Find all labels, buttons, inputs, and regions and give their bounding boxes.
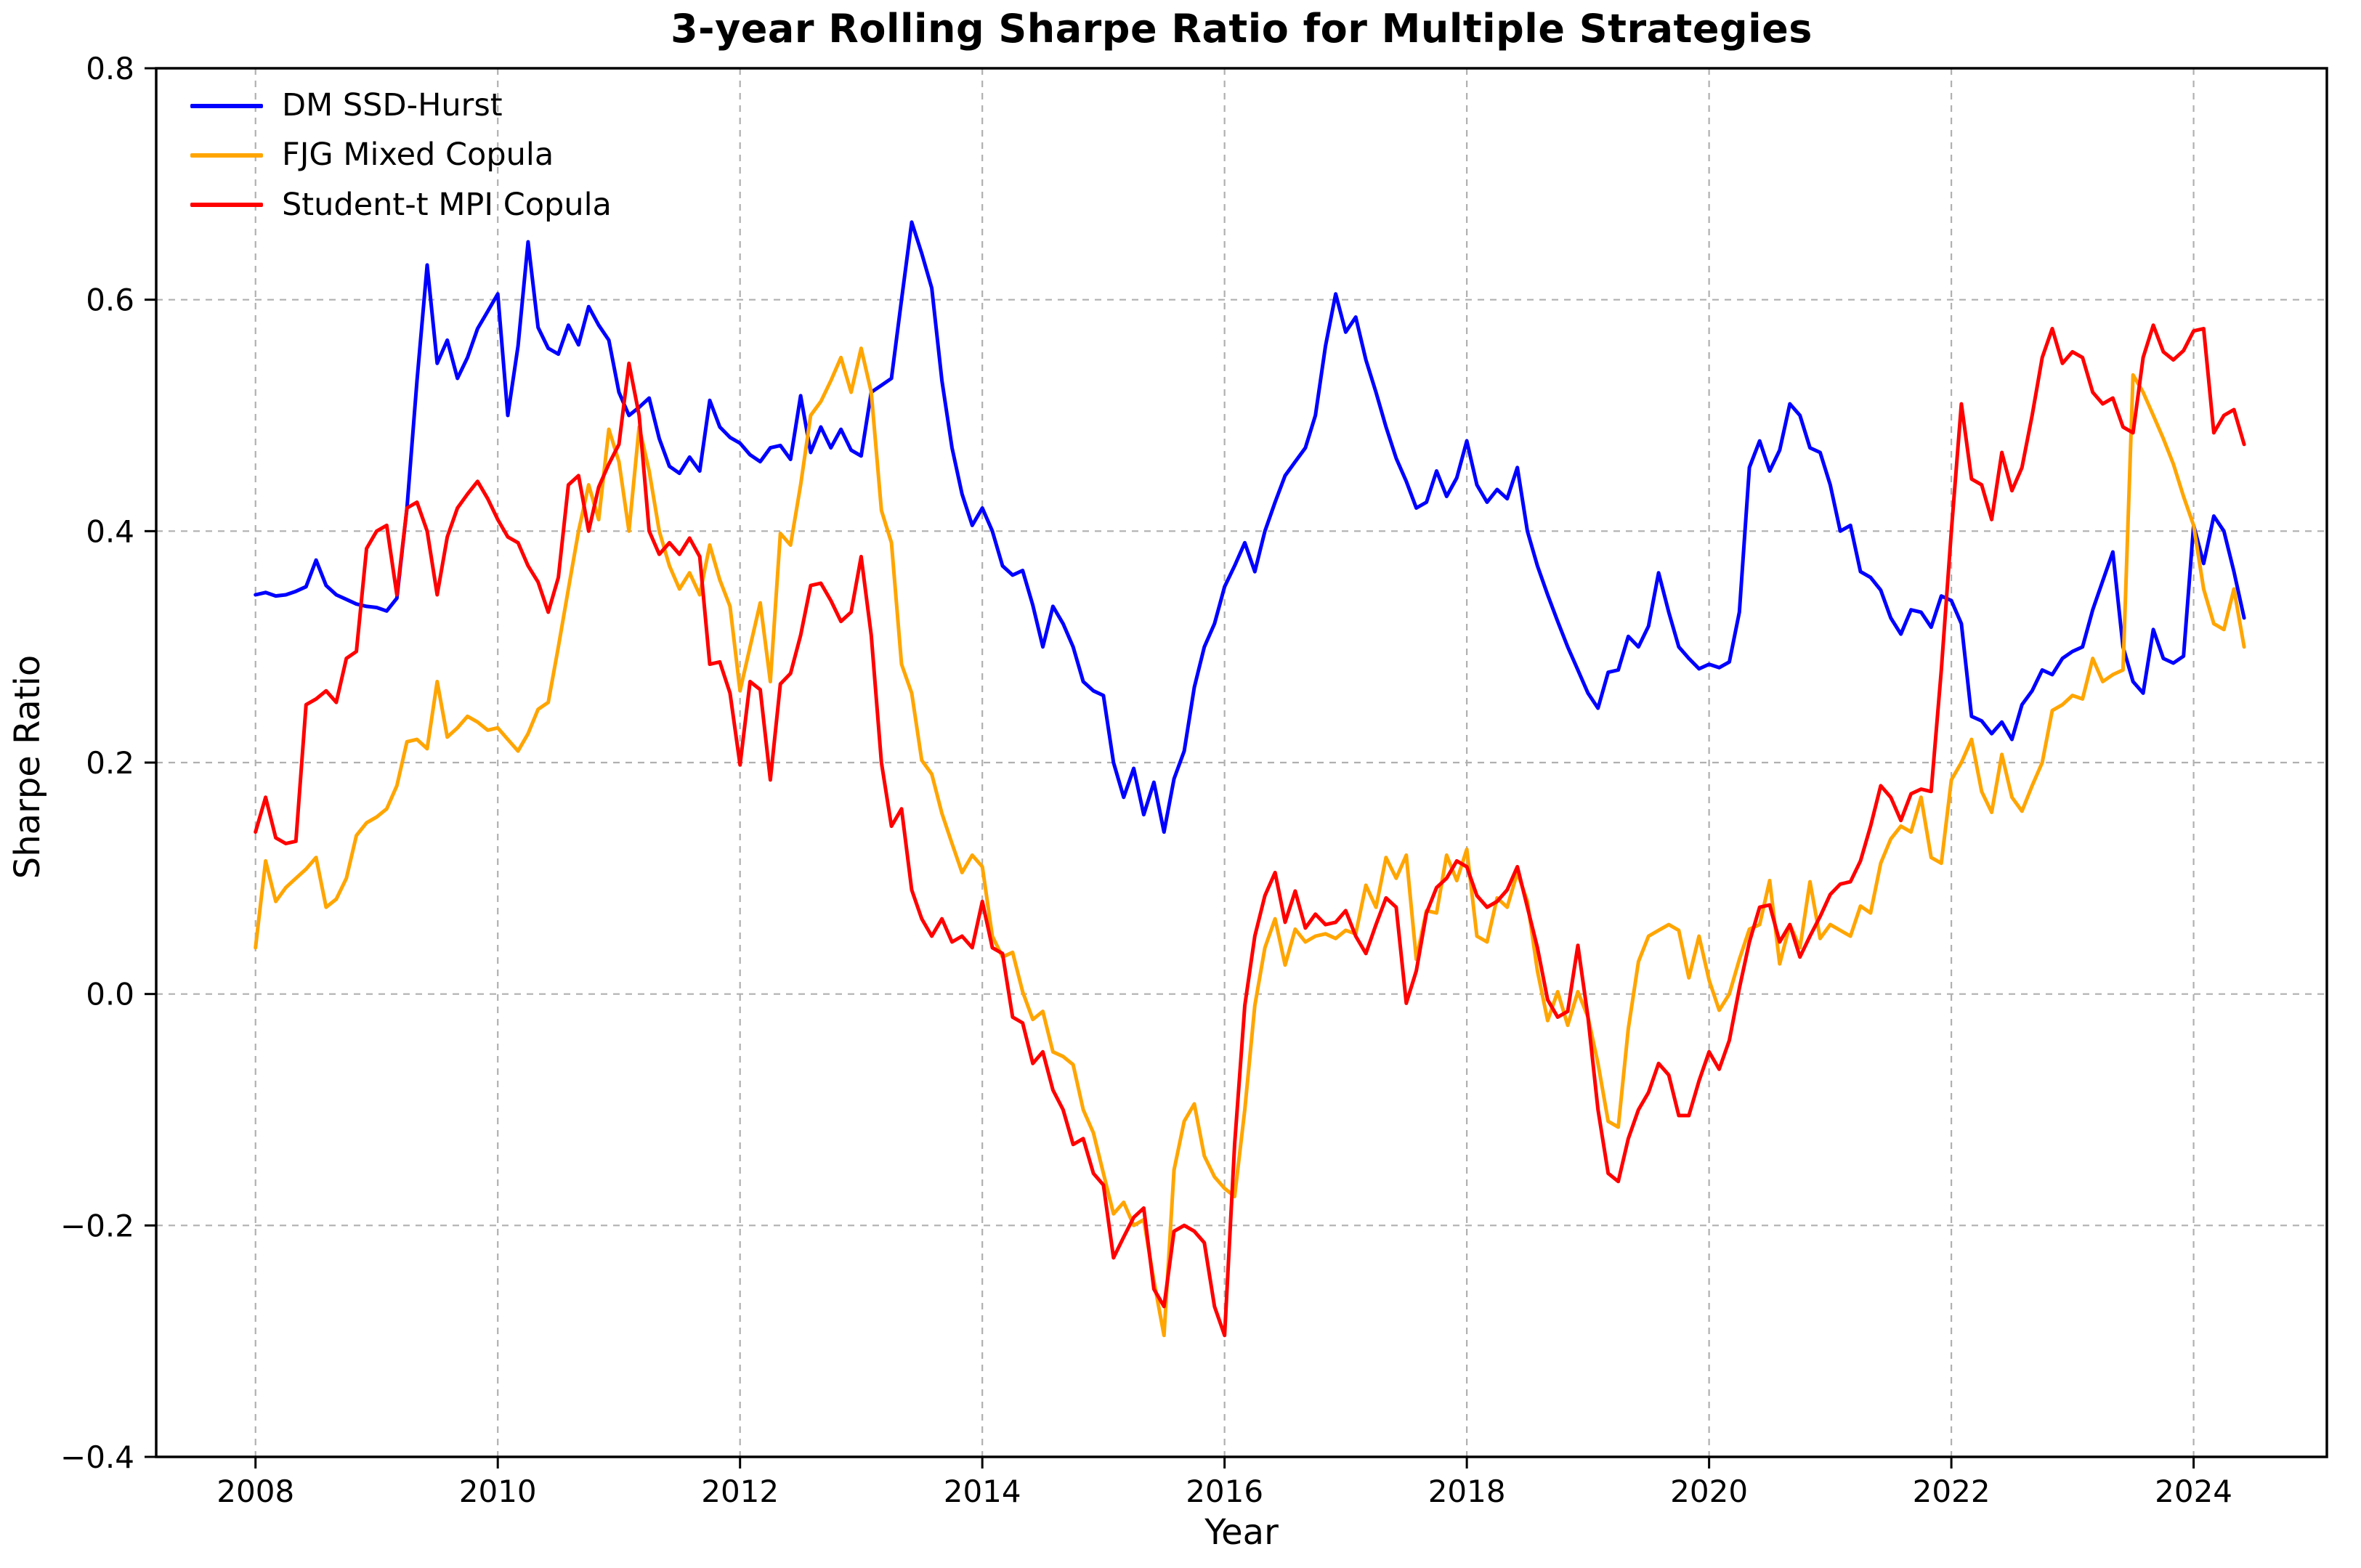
x-tick-label: 2014	[944, 1474, 1021, 1509]
x-tick-label: 2008	[216, 1474, 294, 1509]
y-tick-label: 0.8	[86, 51, 134, 86]
legend-line-swatch	[190, 153, 263, 158]
series-line-3	[254, 323, 2246, 1338]
legend-line-swatch	[190, 203, 263, 208]
legend-label: FJG Mixed Copula	[282, 137, 554, 174]
legend-item: FJG Mixed Copula	[190, 137, 612, 174]
legend-label: DM SSD-Hurst	[282, 87, 503, 123]
legend: DM SSD-Hurst FJG Mixed Copula Student-t MP…	[190, 87, 612, 223]
series-line-2	[254, 346, 2246, 1338]
y-axis-label: Sharpe Ratio	[7, 654, 48, 880]
legend-item: DM SSD-Hurst	[190, 87, 612, 123]
y-tick-label: −0.2	[60, 1208, 134, 1243]
y-tick-label: 0.6	[86, 283, 134, 318]
legend-item: Student-t MPI Copula	[190, 186, 612, 223]
y-tick-label: 0.4	[86, 513, 134, 549]
x-tick-label: 2022	[1913, 1474, 1991, 1509]
legend-line-swatch	[190, 103, 263, 108]
chart-title: 3-year Rolling Sharpe Ratio for Multiple…	[671, 6, 1813, 52]
x-tick-label: 2020	[1670, 1474, 1748, 1509]
legend-label: Student-t MPI Copula	[282, 186, 612, 223]
x-tick-label: 2012	[701, 1474, 779, 1509]
x-tick-label: 2016	[1186, 1474, 1263, 1509]
x-tick-label: 2018	[1428, 1474, 1506, 1509]
series-line-1	[254, 220, 2246, 834]
y-tick-label: −0.4	[60, 1439, 134, 1475]
y-tick-label: 0.0	[86, 977, 134, 1012]
x-tick-label: 2010	[459, 1474, 537, 1509]
y-tick-label: 0.2	[86, 745, 134, 781]
x-axis-label: Year	[1204, 1512, 1279, 1553]
x-tick-label: 2024	[2155, 1474, 2232, 1509]
